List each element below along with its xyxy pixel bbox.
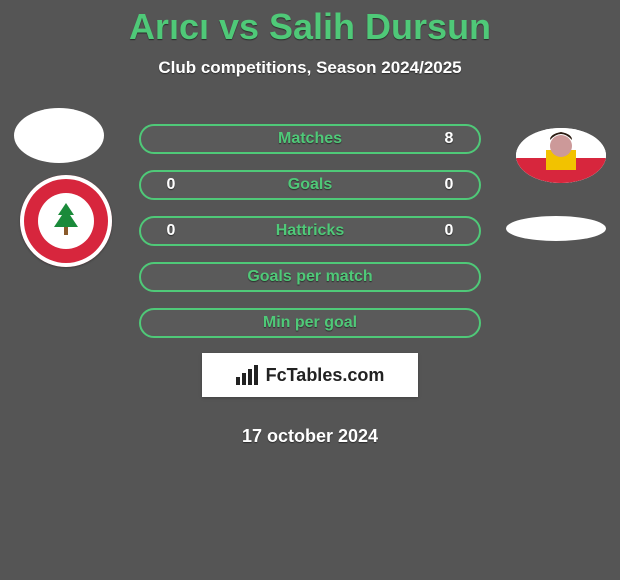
- left-club-badge: [20, 175, 112, 267]
- date-text: 17 october 2024: [0, 426, 620, 447]
- stat-row-min-per-goal: Min per goal: [139, 308, 481, 338]
- stat-row-goals-per-match: Goals per match: [139, 262, 481, 292]
- right-player-avatar: [516, 128, 606, 183]
- stat-label: Min per goal: [201, 314, 419, 332]
- right-club-placeholder: [506, 216, 606, 241]
- right-player-photo-icon: [516, 128, 606, 183]
- stat-left: 0: [141, 222, 201, 240]
- stat-label: Goals per match: [201, 268, 419, 286]
- stat-row-goals: 0 Goals 0: [139, 170, 481, 200]
- left-player-avatar: [14, 108, 104, 163]
- stat-label: Goals: [201, 176, 419, 194]
- page-subtitle: Club competitions, Season 2024/2025: [0, 58, 620, 78]
- bars-icon: [236, 365, 260, 385]
- stat-row-hattricks: 0 Hattricks 0: [139, 216, 481, 246]
- stat-row-matches: Matches 8: [139, 124, 481, 154]
- stat-right: 0: [419, 222, 479, 240]
- stat-right: 0: [419, 176, 479, 194]
- stat-right: 8: [419, 130, 479, 148]
- page-title: Arıcı vs Salih Dursun: [0, 0, 620, 48]
- brand-badge: FcTables.com: [202, 353, 418, 397]
- stat-label: Matches: [201, 130, 419, 148]
- stat-label: Hattricks: [201, 222, 419, 240]
- stat-left: 0: [141, 176, 201, 194]
- stats-table: Matches 8 0 Goals 0 0 Hattricks 0 Goals …: [139, 124, 481, 354]
- brand-text: FcTables.com: [266, 365, 385, 386]
- tree-icon: [46, 201, 86, 241]
